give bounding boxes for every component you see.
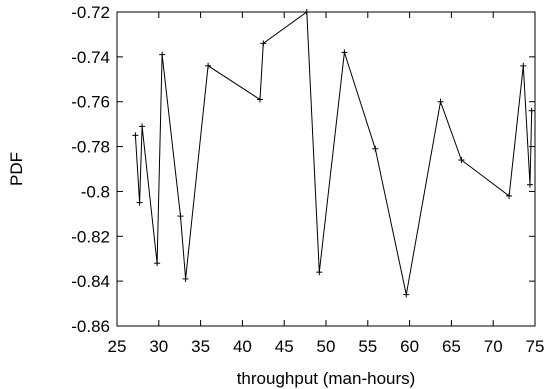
data-point [506, 192, 513, 199]
y-tick-label: -0.82 [71, 227, 110, 246]
y-axis-label-group: PDF [7, 152, 26, 186]
y-tick-label: -0.8 [81, 182, 110, 201]
data-point [182, 275, 189, 282]
data-point [205, 62, 212, 69]
data-point [458, 157, 465, 164]
y-tick-label: -0.84 [71, 272, 110, 291]
data-point [528, 107, 535, 114]
plot-frame [116, 11, 536, 327]
data-point [372, 145, 379, 152]
x-tick-label: 35 [191, 337, 210, 356]
y-tick-label: -0.86 [71, 317, 110, 336]
x-tick-label: 55 [358, 337, 377, 356]
x-tick-label: 65 [442, 337, 461, 356]
series-layer [132, 9, 535, 298]
data-point [341, 49, 348, 56]
data-point [177, 213, 184, 220]
series-line [134, 11, 533, 295]
x-tick-label: 30 [149, 337, 168, 356]
data-point [139, 123, 146, 130]
x-tick-label: 60 [400, 337, 419, 356]
data-point [437, 98, 444, 105]
x-tick-label: 70 [484, 337, 503, 356]
data-point [136, 199, 143, 206]
data-point [520, 62, 527, 69]
y-axis-label: PDF [7, 152, 26, 186]
y-tick-label: -0.74 [71, 48, 110, 67]
data-point [256, 96, 263, 103]
y-tick-label: -0.76 [71, 93, 110, 112]
data-point [526, 181, 533, 188]
data-point [132, 132, 139, 139]
data-point [260, 40, 267, 47]
x-tick-label: 75 [526, 337, 545, 356]
y-tick-label: -0.72 [71, 3, 110, 22]
x-tick-label: 50 [317, 337, 336, 356]
data-point [316, 269, 323, 276]
x-axis-label: throughput (man-hours) [237, 369, 416, 388]
y-axis-ticks: -0.72 -0.74 -0.76 -0.78 -0.8 -0.82 -0.84 -0.86 [71, 3, 535, 336]
data-point [403, 291, 410, 298]
data-point [154, 260, 161, 267]
x-axis-ticks: 25 30 35 40 45 50 55 60 65 70 75 [108, 12, 545, 356]
x-tick-label: 45 [275, 337, 294, 356]
data-point [159, 51, 166, 58]
x-tick-label: 40 [233, 337, 252, 356]
x-tick-label: 25 [108, 337, 127, 356]
y-tick-label: -0.78 [71, 138, 110, 157]
